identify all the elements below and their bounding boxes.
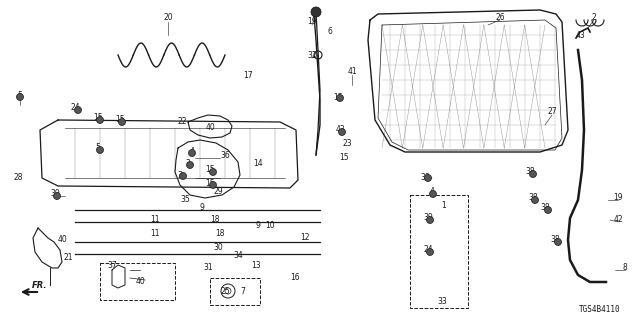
Text: 26: 26 xyxy=(495,13,505,22)
Circle shape xyxy=(426,217,433,223)
Text: 24: 24 xyxy=(70,103,80,113)
Text: 29: 29 xyxy=(213,188,223,196)
Text: 39: 39 xyxy=(423,213,433,222)
Circle shape xyxy=(54,193,61,199)
Text: 43: 43 xyxy=(575,30,585,39)
Text: 15: 15 xyxy=(205,179,215,188)
Circle shape xyxy=(339,129,346,135)
Circle shape xyxy=(17,93,24,100)
Text: 40: 40 xyxy=(205,123,215,132)
Circle shape xyxy=(209,181,216,188)
Text: 13: 13 xyxy=(251,260,261,269)
Circle shape xyxy=(189,149,195,156)
Text: 38: 38 xyxy=(540,204,550,212)
Text: 35: 35 xyxy=(180,196,190,204)
Text: 6: 6 xyxy=(328,28,332,36)
Text: 11: 11 xyxy=(150,228,160,237)
Circle shape xyxy=(426,249,433,255)
Circle shape xyxy=(531,196,538,204)
Text: 9: 9 xyxy=(200,204,204,212)
Text: 11: 11 xyxy=(150,215,160,225)
Text: 34: 34 xyxy=(233,251,243,260)
Text: 22: 22 xyxy=(177,117,187,126)
Text: 18: 18 xyxy=(215,228,225,237)
Text: 15: 15 xyxy=(93,114,103,123)
Circle shape xyxy=(554,238,561,245)
Circle shape xyxy=(429,190,436,197)
Text: 31: 31 xyxy=(203,263,213,273)
Text: 5: 5 xyxy=(17,91,22,100)
Text: 36: 36 xyxy=(220,150,230,159)
Text: 4: 4 xyxy=(189,148,195,156)
Text: 10: 10 xyxy=(265,220,275,229)
Text: 3: 3 xyxy=(186,158,191,167)
Text: 16: 16 xyxy=(290,274,300,283)
Text: 4: 4 xyxy=(429,188,435,196)
Circle shape xyxy=(97,116,104,124)
Circle shape xyxy=(118,118,125,125)
Text: 21: 21 xyxy=(63,253,73,262)
Text: 41: 41 xyxy=(347,68,357,76)
Text: 43: 43 xyxy=(335,125,345,134)
Text: 28: 28 xyxy=(13,173,23,182)
Circle shape xyxy=(186,162,193,169)
Text: 15: 15 xyxy=(339,153,349,162)
Text: 40: 40 xyxy=(57,236,67,244)
Circle shape xyxy=(74,107,81,114)
Text: 38: 38 xyxy=(420,173,430,182)
Text: 38: 38 xyxy=(525,167,535,177)
Text: 7: 7 xyxy=(241,287,245,297)
Circle shape xyxy=(545,206,552,213)
Text: 15: 15 xyxy=(205,165,215,174)
Text: 17: 17 xyxy=(243,70,253,79)
Text: 15: 15 xyxy=(115,116,125,124)
Circle shape xyxy=(209,169,216,175)
Text: 25: 25 xyxy=(220,287,230,297)
Text: 23: 23 xyxy=(342,139,352,148)
Text: 15: 15 xyxy=(333,92,343,101)
Text: 5: 5 xyxy=(95,143,100,153)
Text: 14: 14 xyxy=(253,158,263,167)
Circle shape xyxy=(424,174,431,181)
Text: 38: 38 xyxy=(550,236,560,244)
Text: 39: 39 xyxy=(50,189,60,198)
Text: 8: 8 xyxy=(623,263,627,273)
Text: 1: 1 xyxy=(442,201,446,210)
Text: 19: 19 xyxy=(307,18,317,27)
Text: 37: 37 xyxy=(107,260,117,269)
Text: 32: 32 xyxy=(307,51,317,60)
Text: FR.: FR. xyxy=(32,281,47,290)
Text: 27: 27 xyxy=(547,108,557,116)
Text: 12: 12 xyxy=(300,233,310,242)
Text: 42: 42 xyxy=(613,215,623,225)
Text: 18: 18 xyxy=(211,215,220,225)
Text: 38: 38 xyxy=(528,194,538,203)
Circle shape xyxy=(311,7,321,17)
Text: 24: 24 xyxy=(423,245,433,254)
Text: 33: 33 xyxy=(437,298,447,307)
Text: TGS4B4110: TGS4B4110 xyxy=(579,305,621,314)
Circle shape xyxy=(337,94,344,101)
Text: 20: 20 xyxy=(163,13,173,22)
Circle shape xyxy=(529,171,536,178)
Text: 2: 2 xyxy=(591,13,596,22)
Circle shape xyxy=(97,147,104,154)
Text: 19: 19 xyxy=(613,194,623,203)
Text: 30: 30 xyxy=(213,243,223,252)
Text: 3: 3 xyxy=(177,171,182,180)
Circle shape xyxy=(179,172,186,180)
Text: 9: 9 xyxy=(255,220,260,229)
Text: 40: 40 xyxy=(135,277,145,286)
